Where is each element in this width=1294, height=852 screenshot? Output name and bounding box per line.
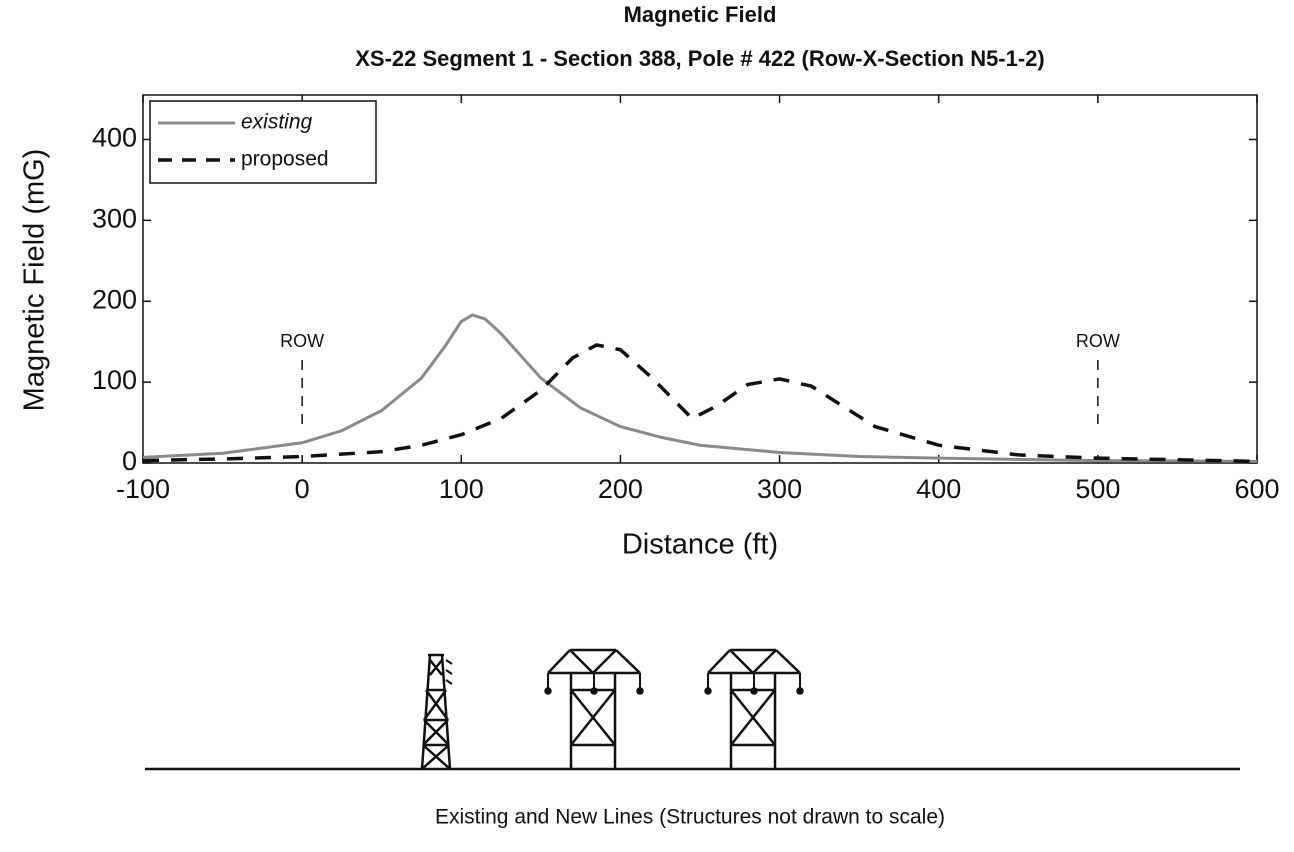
x-axis-label: Distance (ft) xyxy=(622,529,778,561)
x-tick-label: 300 xyxy=(757,474,802,504)
x-tick-label: 100 xyxy=(439,474,484,504)
structures xyxy=(145,648,1240,771)
x-tick-label: 400 xyxy=(916,474,961,504)
row-label: ROW xyxy=(1076,331,1120,351)
h-frame-tower xyxy=(544,648,644,769)
y-tick-label: 0 xyxy=(122,446,137,476)
y-axis-label: Magnetic Field (mG) xyxy=(19,149,51,412)
y-tick-label: 100 xyxy=(92,365,137,395)
x-tick-label: 0 xyxy=(295,474,310,504)
h-frame-tower xyxy=(704,648,804,769)
series-line xyxy=(142,343,1258,464)
x-tick-label: -100 xyxy=(116,474,170,504)
y-tick-label: 400 xyxy=(92,123,137,153)
legend-label: existing xyxy=(241,111,313,134)
legend-label: proposed xyxy=(241,148,329,171)
legend-box xyxy=(149,100,377,184)
series-line xyxy=(142,313,1258,463)
lattice-tower xyxy=(420,653,453,770)
plot-frame xyxy=(142,94,1258,464)
x-tick-label: 600 xyxy=(1234,474,1279,504)
x-tick-label: 200 xyxy=(598,474,643,504)
chart-subtitle: XS-22 Segment 1 - Section 388, Pole # 42… xyxy=(355,46,1045,71)
x-tick-label: 500 xyxy=(1075,474,1120,504)
caption: Existing and New Lines (Structures not d… xyxy=(435,806,945,829)
row-label: ROW xyxy=(280,331,324,351)
chart-title: Magnetic Field xyxy=(624,2,777,27)
y-tick-label: 300 xyxy=(92,203,137,233)
y-tick-label: 200 xyxy=(92,284,137,314)
